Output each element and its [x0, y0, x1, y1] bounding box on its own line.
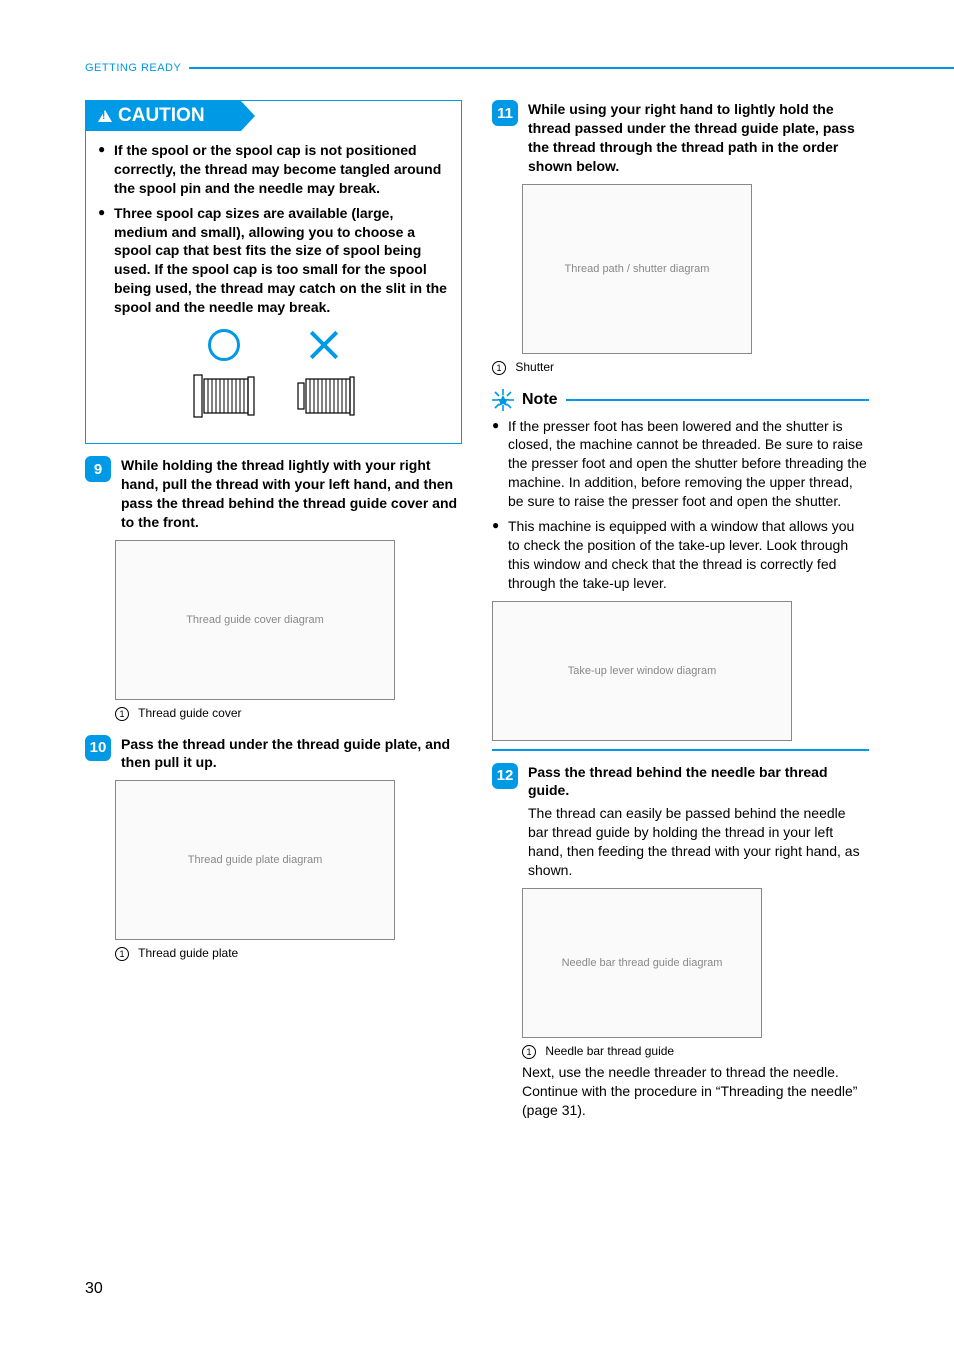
caution-bullet: Three spool cap sizes are available (lar…	[98, 204, 449, 317]
spool-correct	[187, 329, 261, 425]
ok-icon	[208, 329, 240, 361]
callout-number: 1	[492, 361, 506, 375]
note-title: Note	[522, 391, 558, 409]
caution-box: CAUTION If the spool or the spool cap is…	[85, 100, 462, 444]
callout-number: 1	[522, 1045, 536, 1059]
caution-bullet: If the spool or the spool cap is not pos…	[98, 141, 449, 198]
step-10-figure: Thread guide plate diagram	[115, 780, 462, 940]
step-10-text: Pass the thread under the thread guide p…	[121, 736, 450, 771]
note-bullets: If the presser foot has been lowered and…	[492, 417, 869, 593]
step-number: 9	[85, 456, 111, 482]
step-11-text: While using your right hand to lightly h…	[528, 101, 855, 174]
step-10-callout: 1 Thread guide plate	[115, 946, 462, 961]
spool-incorrect	[287, 329, 361, 425]
section-header: GETTING READY	[85, 58, 954, 78]
note-rule	[566, 399, 869, 401]
figure-placeholder: Thread guide cover diagram	[115, 540, 395, 700]
note-burst-icon	[492, 389, 514, 411]
step-12: 12 Pass the thread behind the needle bar…	[492, 763, 869, 880]
note-end-rule	[492, 749, 869, 751]
note-header: Note	[492, 389, 869, 411]
note-bullet: This machine is equipped with a window t…	[492, 517, 869, 593]
step-12-callout: 1 Needle bar thread guide	[522, 1044, 869, 1059]
step-number: 11	[492, 100, 518, 126]
header-rule	[189, 67, 954, 69]
step-10: 10 Pass the thread under the thread guid…	[85, 735, 462, 773]
caution-title: CAUTION	[118, 105, 205, 127]
step-11: 11 While using your right hand to lightl…	[492, 100, 869, 176]
step-11-callout: 1 Shutter	[492, 360, 869, 375]
callout-label: Shutter	[515, 360, 554, 374]
section-label: GETTING READY	[85, 62, 181, 74]
callout-label: Thread guide cover	[138, 706, 241, 720]
right-column: 11 While using your right hand to lightl…	[492, 100, 869, 1120]
page-number: 30	[85, 1280, 103, 1298]
ng-icon	[308, 329, 340, 361]
step-9: 9 While holding the thread lightly with …	[85, 456, 462, 532]
step-9-callout: 1 Thread guide cover	[115, 706, 462, 721]
step-12-body: The thread can easily be passed behind t…	[528, 804, 869, 880]
figure-placeholder: Needle bar thread guide diagram	[522, 888, 762, 1038]
caution-bullets: If the spool or the spool cap is not pos…	[98, 141, 449, 317]
figure-placeholder: Take-up lever window diagram	[492, 601, 792, 741]
step-9-figure: Thread guide cover diagram	[115, 540, 462, 700]
step-number: 12	[492, 763, 518, 789]
callout-number: 1	[115, 707, 129, 721]
callout-label: Thread guide plate	[138, 946, 238, 960]
spool-diagram	[98, 329, 449, 425]
caution-tab: CAUTION	[86, 101, 241, 131]
warning-icon	[98, 110, 112, 122]
step-12-after: Next, use the needle threader to thread …	[522, 1063, 869, 1120]
step-12-figure: Needle bar thread guide diagram	[522, 888, 869, 1038]
figure-placeholder: Thread guide plate diagram	[115, 780, 395, 940]
callout-number: 1	[115, 947, 129, 961]
note-bullet: If the presser foot has been lowered and…	[492, 417, 869, 511]
step-number: 10	[85, 735, 111, 761]
left-column: CAUTION If the spool or the spool cap is…	[85, 100, 462, 1120]
step-12-title: Pass the thread behind the needle bar th…	[528, 763, 869, 801]
figure-placeholder: Thread path / shutter diagram	[522, 184, 752, 354]
step-9-text: While holding the thread lightly with yo…	[121, 457, 457, 530]
note-figure: Take-up lever window diagram	[492, 601, 869, 741]
callout-label: Needle bar thread guide	[545, 1044, 674, 1058]
step-11-figure: Thread path / shutter diagram	[522, 184, 869, 354]
